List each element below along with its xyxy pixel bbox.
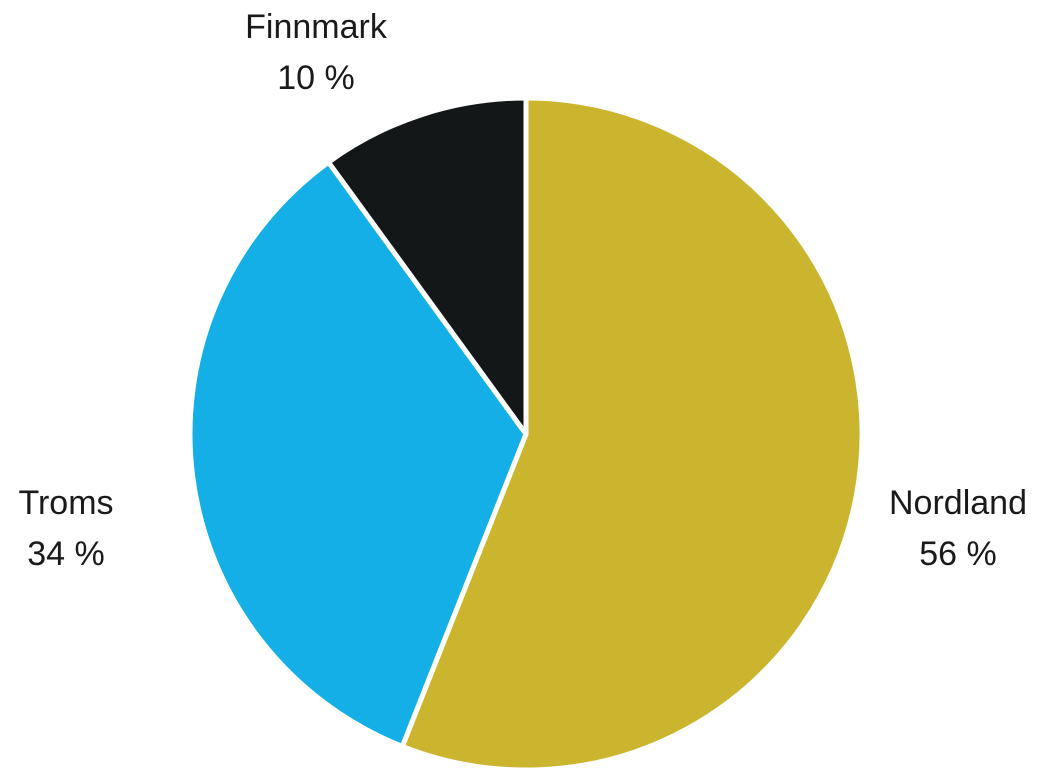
slice-value-finnmark: 10 % [277,59,355,97]
slice-label-nordland: Nordland 56 % [858,478,1039,580]
pie-slice-finnmark [326,95,529,437]
slice-name-finnmark: Finnmark [245,8,387,46]
slice-name-troms: Troms [18,484,114,522]
slice-label-troms: Troms 34 % [0,478,166,580]
slice-value-nordland: 56 % [919,535,997,573]
slice-value-troms: 34 % [27,535,105,573]
slice-name-nordland: Nordland [889,484,1027,522]
slice-label-finnmark: Finnmark 10 % [216,2,416,104]
pie-slice-troms [187,159,529,749]
pie-slice-nordland [399,95,865,769]
